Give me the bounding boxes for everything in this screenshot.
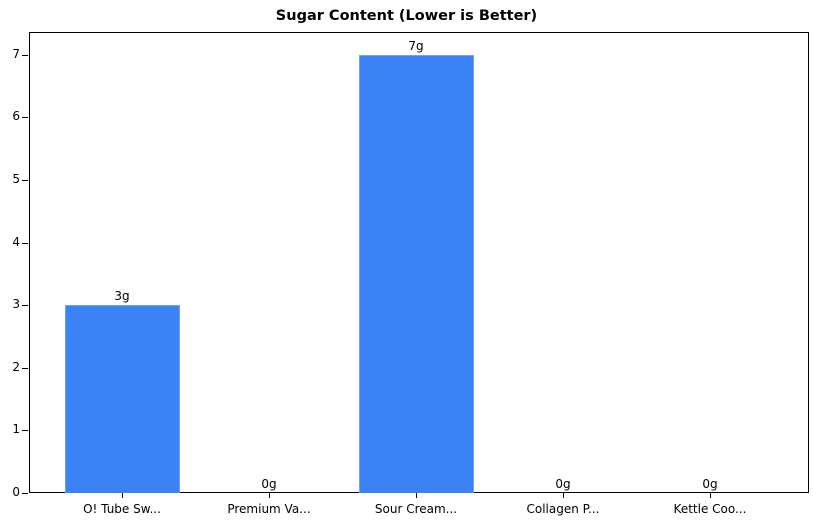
x-tick-label: Sour Cream... bbox=[374, 502, 458, 516]
x-tick bbox=[269, 493, 270, 498]
y-tick bbox=[22, 367, 28, 369]
y-tick-label: 6 bbox=[12, 109, 20, 124]
y-tick-label: 5 bbox=[12, 172, 20, 186]
x-tick bbox=[710, 493, 711, 498]
y-tick-label: 0 bbox=[12, 485, 20, 499]
chart-title: Sugar Content (Lower is Better) bbox=[275, 8, 538, 24]
bar-value-label: 0g bbox=[261, 477, 277, 491]
x-tick bbox=[122, 493, 123, 498]
y-tick-label: 4 bbox=[12, 234, 20, 249]
y-tick-label: 3 bbox=[12, 297, 20, 312]
y-tick bbox=[22, 430, 28, 432]
bar-value-label: 7g bbox=[408, 38, 424, 53]
bar bbox=[358, 54, 474, 493]
bar bbox=[64, 305, 180, 493]
y-tick-label: 1 bbox=[12, 422, 20, 437]
y-tick bbox=[22, 242, 28, 244]
x-tick bbox=[416, 493, 417, 498]
y-tick bbox=[22, 493, 28, 494]
y-tick-label: 2 bbox=[12, 359, 20, 374]
x-tick-label: Collagen P... bbox=[526, 502, 600, 516]
x-tick-label: O! Tube Sw... bbox=[83, 502, 161, 516]
y-tick bbox=[22, 180, 28, 181]
x-tick-label: Premium Va... bbox=[227, 502, 311, 516]
bar-value-label: 3g bbox=[114, 289, 130, 304]
y-tick bbox=[22, 54, 28, 56]
bar-value-label: 0g bbox=[555, 477, 571, 491]
bar-value-label: 0g bbox=[702, 477, 718, 491]
y-tick-label: 7 bbox=[12, 46, 20, 61]
y-tick bbox=[22, 305, 28, 307]
x-tick-label: Kettle Coo... bbox=[673, 502, 747, 516]
y-tick bbox=[22, 117, 28, 119]
x-tick bbox=[563, 493, 564, 498]
